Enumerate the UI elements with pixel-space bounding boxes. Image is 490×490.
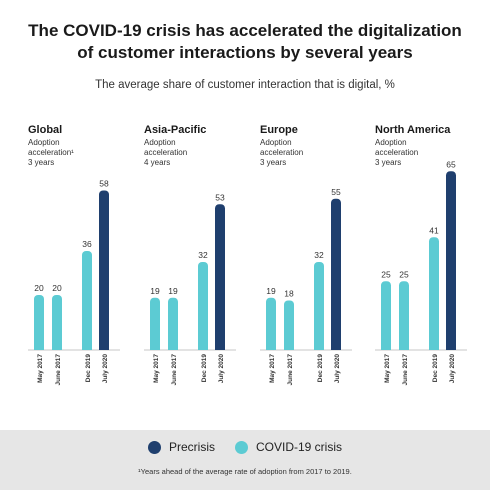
bar-base-north-america-dec-2019 bbox=[429, 345, 439, 350]
bar-global-june-2017 bbox=[52, 295, 62, 350]
category-label-north-america-june-2017: June 2017 bbox=[402, 354, 409, 386]
bar-base-europe-dec-2019 bbox=[314, 345, 324, 350]
bar-europe-may-2017 bbox=[266, 297, 276, 350]
legend-footer: Precrisis COVID-19 crisis ¹Years ahead o… bbox=[0, 430, 490, 490]
value-label-asia-pacific-june-2017: 19 bbox=[168, 286, 178, 296]
bar-base-global-july-2020 bbox=[99, 345, 109, 350]
legend-item-precrisis: Precrisis bbox=[147, 440, 215, 454]
category-label-north-america-dec-2019: Dec 2019 bbox=[432, 354, 439, 383]
bar-asia-pacific-may-2017 bbox=[150, 297, 160, 350]
chart-title-line-1: The COVID-19 crisis has accelerated the … bbox=[28, 21, 462, 40]
category-label-asia-pacific-dec-2019: Dec 2019 bbox=[201, 354, 208, 383]
bar-base-europe-may-2017 bbox=[266, 345, 276, 350]
footnote: ¹Years ahead of the average rate of adop… bbox=[138, 467, 352, 476]
bar-base-europe-june-2017 bbox=[284, 345, 294, 350]
adoption-label-global: Adoption bbox=[28, 138, 60, 147]
value-label-global-july-2020: 58 bbox=[99, 179, 109, 189]
adoption-years-asia-pacific: 4 years bbox=[144, 158, 170, 167]
bar-europe-june-2017 bbox=[284, 300, 294, 350]
bar-global-july-2020 bbox=[99, 190, 109, 350]
value-label-global-may-2017: 20 bbox=[34, 283, 44, 293]
bar-base-asia-pacific-june-2017 bbox=[168, 345, 178, 350]
bar-europe-july-2020 bbox=[331, 198, 341, 350]
value-label-asia-pacific-may-2017: 19 bbox=[150, 286, 160, 296]
adoption-label-asia-pacific-cont: acceleration bbox=[144, 148, 187, 157]
adoption-label-europe-cont: acceleration bbox=[260, 148, 303, 157]
adoption-label-asia-pacific: Adoption bbox=[144, 138, 176, 147]
bar-north-america-may-2017 bbox=[381, 281, 391, 350]
adoption-years-north-america: 3 years bbox=[375, 158, 401, 167]
category-label-asia-pacific-june-2017: June 2017 bbox=[171, 354, 178, 386]
value-label-europe-dec-2019: 32 bbox=[314, 250, 324, 260]
category-label-asia-pacific-may-2017: May 2017 bbox=[153, 354, 160, 383]
category-label-asia-pacific-july-2020: July 2020 bbox=[218, 354, 225, 384]
panel-title-asia-pacific: Asia-Pacific bbox=[144, 124, 206, 136]
bar-asia-pacific-dec-2019 bbox=[198, 262, 208, 350]
chart-title: The COVID-19 crisis has accelerated the … bbox=[0, 20, 490, 64]
bar-base-north-america-june-2017 bbox=[399, 345, 409, 350]
adoption-label-europe: Adoption bbox=[260, 138, 292, 147]
panel-title-global: Global bbox=[28, 124, 62, 136]
bar-europe-dec-2019 bbox=[314, 262, 324, 350]
value-label-north-america-may-2017: 25 bbox=[381, 269, 391, 279]
bar-asia-pacific-june-2017 bbox=[168, 297, 178, 350]
category-label-north-america-july-2020: July 2020 bbox=[449, 354, 456, 384]
category-label-europe-dec-2019: Dec 2019 bbox=[317, 354, 324, 383]
chart-subtitle: The average share of customer interactio… bbox=[95, 79, 395, 91]
adoption-label-global-cont: acceleration¹ bbox=[28, 148, 74, 157]
bar-north-america-june-2017 bbox=[399, 281, 409, 350]
adoption-years-europe: 3 years bbox=[260, 158, 286, 167]
adoption-label-north-america: Adoption bbox=[375, 138, 407, 147]
panel-title-north-america: North America bbox=[375, 124, 451, 136]
bar-base-global-may-2017 bbox=[34, 345, 44, 350]
value-label-asia-pacific-dec-2019: 32 bbox=[198, 250, 208, 260]
category-label-europe-july-2020: July 2020 bbox=[334, 354, 341, 384]
value-label-europe-june-2017: 18 bbox=[284, 289, 294, 299]
bar-base-asia-pacific-may-2017 bbox=[150, 345, 160, 350]
bar-base-asia-pacific-july-2020 bbox=[215, 345, 225, 350]
category-label-europe-may-2017: May 2017 bbox=[269, 354, 276, 383]
value-label-north-america-june-2017: 25 bbox=[399, 269, 409, 279]
bar-base-global-dec-2019 bbox=[82, 345, 92, 350]
bar-base-north-america-may-2017 bbox=[381, 345, 391, 350]
value-label-global-june-2017: 20 bbox=[52, 283, 62, 293]
value-label-europe-july-2020: 55 bbox=[331, 187, 341, 197]
bar-global-dec-2019 bbox=[82, 251, 92, 350]
category-label-global-july-2020: July 2020 bbox=[102, 354, 109, 384]
bar-base-europe-july-2020 bbox=[331, 345, 341, 350]
value-label-north-america-july-2020: 65 bbox=[446, 159, 456, 169]
category-label-global-may-2017: May 2017 bbox=[37, 354, 44, 383]
value-label-asia-pacific-july-2020: 53 bbox=[215, 192, 225, 202]
legend-dot-precrisis bbox=[147, 440, 161, 454]
bar-north-america-july-2020 bbox=[446, 171, 456, 350]
legend-label-precrisis: Precrisis bbox=[168, 440, 215, 454]
value-label-north-america-dec-2019: 41 bbox=[429, 225, 439, 235]
bar-asia-pacific-july-2020 bbox=[215, 204, 225, 350]
adoption-years-global: 3 years bbox=[28, 158, 54, 167]
bar-north-america-dec-2019 bbox=[429, 237, 439, 350]
legend-dot-covid bbox=[235, 440, 248, 454]
category-label-global-dec-2019: Dec 2019 bbox=[85, 354, 92, 383]
panel-title-europe: Europe bbox=[260, 124, 298, 136]
chart-title-line-2: of customer interactions by several year… bbox=[77, 43, 413, 62]
legend-item-covid: COVID-19 crisis bbox=[235, 440, 342, 454]
value-label-europe-may-2017: 19 bbox=[266, 286, 276, 296]
bar-global-may-2017 bbox=[34, 295, 44, 350]
value-label-global-dec-2019: 36 bbox=[82, 239, 92, 249]
category-label-north-america-may-2017: May 2017 bbox=[384, 354, 391, 383]
category-label-europe-june-2017: June 2017 bbox=[287, 354, 294, 386]
bar-base-global-june-2017 bbox=[52, 345, 62, 350]
bar-base-asia-pacific-dec-2019 bbox=[198, 345, 208, 350]
adoption-label-north-america-cont: acceleration bbox=[375, 148, 418, 157]
legend-label-covid: COVID-19 crisis bbox=[256, 440, 343, 454]
legend: Precrisis COVID-19 crisis bbox=[0, 440, 490, 454]
bar-base-north-america-july-2020 bbox=[446, 345, 456, 350]
category-label-global-june-2017: June 2017 bbox=[55, 354, 62, 386]
